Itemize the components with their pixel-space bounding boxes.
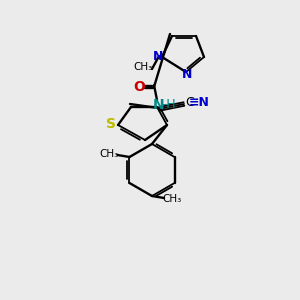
Text: ≡N: ≡N [189, 97, 209, 110]
Text: O: O [133, 80, 145, 94]
Text: N: N [182, 68, 192, 82]
Text: CH₃: CH₃ [100, 149, 119, 159]
Text: CH₃: CH₃ [134, 62, 153, 72]
Text: –H: –H [160, 98, 176, 112]
Text: C: C [186, 97, 194, 110]
Text: S: S [106, 117, 116, 131]
Text: CH₃: CH₃ [162, 194, 182, 204]
Text: N: N [153, 98, 165, 112]
Text: N: N [153, 50, 163, 62]
